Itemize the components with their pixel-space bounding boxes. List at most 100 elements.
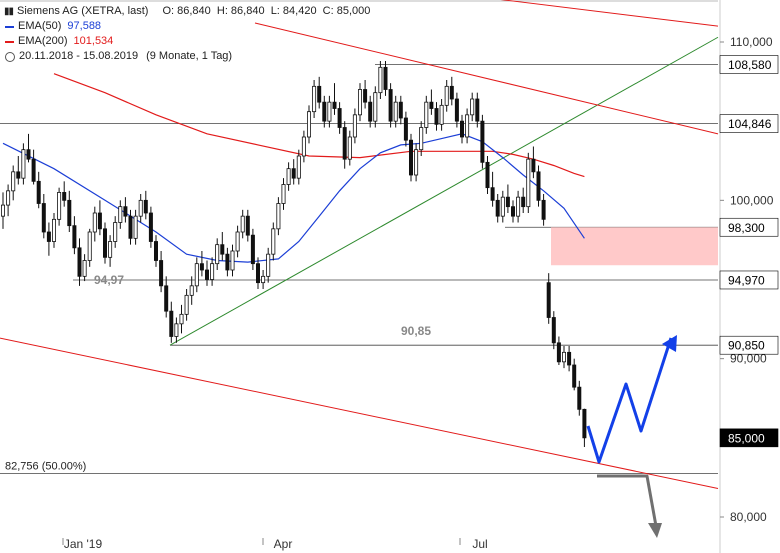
legend-ema200-row: EMA(200) 101,534 [4, 34, 370, 49]
candle-body-0 [0, 204, 6, 217]
candle-body-19 [97, 212, 102, 230]
candle-body-41 [210, 263, 215, 280]
candle-body-78 [398, 101, 403, 119]
candle-body-25 [128, 215, 133, 239]
candle-body-110 [562, 351, 567, 363]
candle-body-40 [204, 269, 209, 280]
candle-body-79 [403, 117, 408, 141]
candle-body-81 [414, 149, 419, 176]
candle-body-101 [516, 196, 521, 217]
ohlc-values: O: 86,840 H: 86,840 L: 84,420 C: 85,000 [162, 5, 371, 17]
candle-body-68 [347, 136, 352, 160]
candle-body-11 [57, 192, 62, 220]
y-tick-label-90: 90,000 [730, 352, 767, 366]
projected-down-arrowhead [648, 523, 662, 538]
candle-body-94 [480, 120, 485, 163]
candle-body-39 [199, 263, 204, 271]
candle-body-90 [459, 120, 464, 138]
candle-body-21 [108, 241, 113, 258]
candle-body-48 [245, 215, 250, 236]
candle-body-3 [16, 171, 21, 179]
candle-body-103 [526, 158, 531, 208]
candle-body-23 [118, 206, 123, 223]
candle-body-61 [312, 85, 317, 113]
ema50-swatch [5, 25, 14, 28]
candle-body-13 [67, 199, 72, 227]
candle-body-57 [291, 168, 296, 179]
candle-body-65 [332, 101, 337, 109]
ema200-value: 101,534 [73, 35, 114, 47]
y-tick-label-110: 110,000 [730, 35, 773, 49]
candle-body-32 [164, 285, 169, 312]
ema50-value: 97,588 [67, 20, 102, 32]
upper-channel-line [254, 22, 719, 135]
period-label: (9 Monate, 1 Tag) [146, 50, 233, 62]
ema200-swatch [5, 40, 14, 43]
candle-body-83 [424, 101, 429, 128]
candle-body-106 [541, 199, 546, 220]
candle-body-105 [536, 171, 541, 201]
candle-body-54 [276, 203, 281, 230]
candle-body-55 [281, 184, 286, 204]
uptrend-line [169, 36, 719, 346]
candle-body-72 [368, 101, 373, 122]
resistance-zone [551, 227, 718, 266]
candle-body-109 [556, 342, 561, 363]
candle-body-9 [46, 231, 51, 242]
candle-body-98 [500, 196, 505, 217]
candle-body-111 [567, 351, 572, 366]
candle-body-59 [301, 136, 306, 157]
candle-body-7 [36, 180, 41, 204]
legend-ema50-row: EMA(50) 97,588 [4, 19, 370, 34]
candle-body-76 [388, 89, 393, 122]
candle-body-5 [26, 149, 31, 160]
candle-body-82 [419, 127, 424, 151]
candle-body-107 [546, 282, 551, 318]
candle-body-28 [143, 199, 148, 214]
legend-title-row: ▮▮ Siemens AG (XETRA, last) O: 86,840 H:… [4, 4, 370, 19]
candle-body-36 [184, 294, 189, 315]
x-label-jan19: Jan '19 [64, 537, 103, 551]
bars-icon: ▮▮ [4, 6, 14, 17]
candle-body-58 [296, 155, 301, 179]
lower-channel-line [0, 337, 719, 489]
candle-body-96 [490, 187, 495, 201]
candle-body-51 [261, 275, 266, 284]
candle-body-10 [52, 218, 57, 242]
candle-body-26 [133, 215, 138, 239]
candle-body-73 [373, 92, 378, 122]
candle-body-71 [363, 89, 368, 103]
candle-body-95 [485, 161, 490, 189]
candle-body-17 [87, 231, 92, 261]
candle-body-86 [439, 104, 444, 125]
candle-body-114 [582, 408, 587, 439]
annotation-9497: 94,97 [94, 273, 124, 287]
legend-range-row: 20.11.2018 - 15.08.2019 (9 Monate, 1 Tag… [4, 49, 370, 64]
candle-body-1 [6, 190, 11, 206]
price-tag-85,000: 85,000 [728, 431, 765, 445]
candle-body-47 [240, 215, 245, 233]
candle-body-38 [194, 263, 199, 287]
candle-body-93 [475, 98, 480, 122]
candle-body-89 [454, 98, 459, 122]
projected-down-path [597, 474, 658, 527]
candle-body-29 [148, 212, 153, 242]
candle-body-50 [255, 263, 260, 284]
candle-body-60 [306, 111, 311, 138]
candle-body-31 [159, 260, 164, 287]
clock-icon [5, 51, 15, 62]
candle-body-8 [41, 203, 46, 233]
candle-body-4 [21, 149, 26, 179]
candle-body-67 [342, 127, 347, 160]
candle-body-113 [577, 386, 582, 410]
candle-body-99 [505, 196, 510, 208]
candle-body-16 [82, 260, 87, 277]
candle-body-77 [393, 101, 398, 122]
price-tag-box-90,850 [719, 335, 779, 355]
candle-body-62 [317, 85, 322, 103]
annotation-82756: 82,756 (50.00%) [5, 460, 86, 472]
candle-body-52 [266, 253, 271, 277]
price-tag-104,846: 104,846 [728, 117, 772, 131]
candle-body-80 [408, 139, 413, 176]
